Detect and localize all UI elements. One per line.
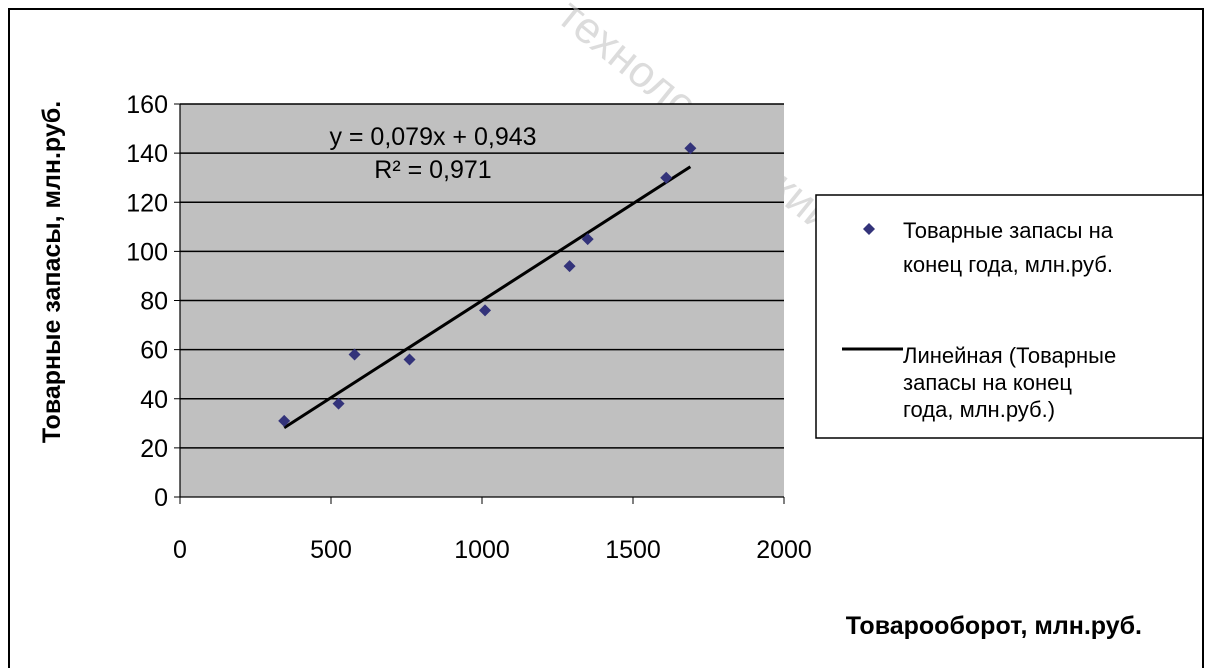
data-point-9 (684, 142, 697, 155)
data-point-2 (332, 397, 345, 410)
data-point-5 (479, 304, 492, 317)
data-point-3 (348, 348, 361, 361)
y-tick-label-100: 100 (126, 238, 168, 266)
data-points (278, 142, 697, 427)
y-tick-label-160: 160 (126, 91, 168, 119)
axes (179, 104, 785, 504)
trendline-equation: y = 0,079x + 0,943 (329, 123, 536, 151)
y-tick-label-60: 60 (140, 337, 168, 365)
gridlines (174, 103, 784, 498)
data-point-8 (660, 171, 673, 184)
x-tick-labels: 0 500 1000 1500 2000 (173, 536, 812, 564)
legend-items: Товарные запасы на конец года, млн.руб. Ли… (842, 218, 1116, 422)
x-tick-label-2000: 2000 (756, 536, 812, 564)
trendline (283, 165, 692, 430)
x-tick-label-500: 500 (310, 536, 352, 564)
y-tick-label-120: 120 (126, 189, 168, 217)
y-axis-title: Товарные запасы, млн.руб. (38, 101, 66, 443)
y-tick-label-140: 140 (126, 140, 168, 168)
legend-label-trendline-line-2: запасы на конец (903, 370, 1072, 395)
trendline-r2: R² = 0,971 (374, 156, 491, 184)
x-tick-label-1500: 1500 (605, 536, 661, 564)
y-tick-labels: 0 20 40 60 80 100 120 140 160 (126, 91, 168, 512)
data-point-6 (563, 260, 576, 273)
y-tick-label-80: 80 (140, 288, 168, 316)
data-point-7 (581, 233, 594, 246)
y-tick-label-20: 20 (140, 435, 168, 463)
data-point-4 (403, 353, 416, 366)
y-tick-label-0: 0 (154, 484, 168, 512)
legend-marker-series (863, 223, 875, 235)
x-axis-title: Товарооборот, млн.руб. (846, 612, 1142, 640)
legend-label-trendline-line-3: года, млн.руб.) (903, 397, 1055, 422)
trendline-group (283, 165, 692, 430)
legend-label-trendline-line-1: Линейная (Товарные (903, 343, 1116, 368)
legend (815, 194, 1204, 439)
y-tick-label-40: 40 (140, 386, 168, 414)
legend-label-series-line-2: конец года, млн.руб. (903, 252, 1113, 277)
x-tick-label-1000: 1000 (454, 536, 510, 564)
x-tick-label-0: 0 (173, 536, 187, 564)
legend-label-series-line-1: Товарные запасы на (903, 218, 1114, 243)
data-point-1 (278, 414, 291, 427)
